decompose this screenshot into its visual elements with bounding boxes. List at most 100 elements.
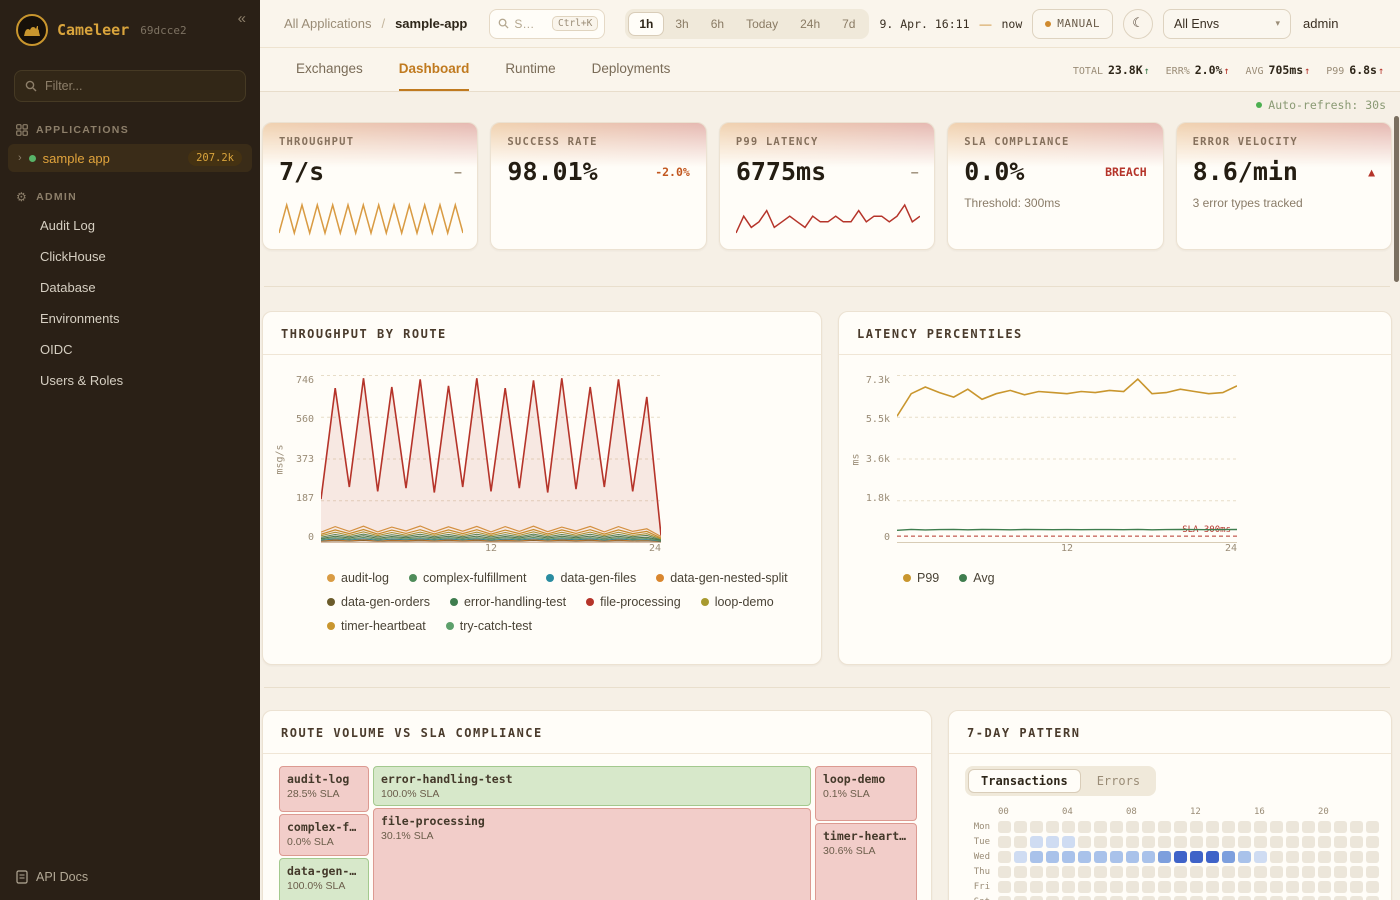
heatmap-cell[interactable]	[1014, 836, 1027, 848]
heatmap-cell[interactable]	[1158, 866, 1171, 878]
date-to-button[interactable]: now	[1001, 16, 1023, 31]
heatmap-cell[interactable]	[1254, 836, 1267, 848]
heatmap-cell[interactable]	[1078, 851, 1091, 863]
heatmap-cell[interactable]	[1270, 821, 1283, 833]
heatmap-cell[interactable]	[1286, 821, 1299, 833]
treemap-cell-error-handling-test[interactable]: error-handling-test 100.0% SLA	[373, 766, 811, 806]
heatmap-cell[interactable]	[1286, 851, 1299, 863]
heatmap-cell[interactable]	[1014, 881, 1027, 893]
heatmap-cell[interactable]	[1270, 866, 1283, 878]
throughput-chart[interactable]	[320, 375, 662, 543]
heatmap-cell[interactable]	[998, 896, 1011, 900]
treemap-cell-loop-demo[interactable]: loop-demo 0.1% SLA	[815, 766, 917, 821]
heatmap-cell[interactable]	[1254, 821, 1267, 833]
heatmap-cell[interactable]	[1094, 881, 1107, 893]
heatmap-cell[interactable]	[1238, 866, 1251, 878]
heatmap-cell[interactable]	[998, 866, 1011, 878]
heatmap-cell[interactable]	[1318, 866, 1331, 878]
heatmap-cell[interactable]	[1286, 836, 1299, 848]
heatmap-cell[interactable]	[1318, 836, 1331, 848]
heatmap-cell[interactable]	[998, 851, 1011, 863]
legend-item-audit-log[interactable]: audit-log	[327, 571, 389, 585]
heatmap-cell[interactable]	[1126, 851, 1139, 863]
heatmap-cell[interactable]	[1030, 866, 1043, 878]
heatmap-cell[interactable]	[1158, 896, 1171, 900]
legend-item-avg[interactable]: Avg	[959, 571, 995, 585]
user-menu[interactable]: admin	[1303, 16, 1339, 31]
heatmap-cell[interactable]	[998, 881, 1011, 893]
heatmap-cell[interactable]	[1366, 821, 1379, 833]
heatmap-cell[interactable]	[1350, 866, 1363, 878]
heatmap-cell[interactable]	[1206, 851, 1219, 863]
heatmap-cell[interactable]	[1366, 866, 1379, 878]
heatmap-cell[interactable]	[1366, 836, 1379, 848]
sidebar-item-environments[interactable]: Environments	[40, 311, 120, 326]
heatmap-cell[interactable]	[1206, 896, 1219, 900]
heatmap-cell[interactable]	[1222, 881, 1235, 893]
heatmap-cell[interactable]	[1046, 851, 1059, 863]
heatmap-cell[interactable]	[1366, 896, 1379, 900]
heatmap-cell[interactable]	[1334, 896, 1347, 900]
heatmap-cell[interactable]	[1062, 896, 1075, 900]
sidebar-item-audit-log[interactable]: Audit Log	[40, 218, 95, 233]
scrollbar-thumb[interactable]	[1394, 116, 1399, 282]
heatmap-cell[interactable]	[1126, 821, 1139, 833]
heatmap-cell[interactable]	[1110, 866, 1123, 878]
heatmap-cell[interactable]	[1190, 851, 1203, 863]
heatmap-cell[interactable]	[1094, 896, 1107, 900]
heatmap-cell[interactable]	[1110, 836, 1123, 848]
heatmap-cell[interactable]	[1206, 821, 1219, 833]
heatmap-cell[interactable]	[1030, 881, 1043, 893]
sidebar-filter[interactable]	[14, 70, 246, 102]
heatmap-cell[interactable]	[1302, 881, 1315, 893]
heatmap-cell[interactable]	[1350, 881, 1363, 893]
heatmap-cell[interactable]	[1270, 881, 1283, 893]
heatmap-cell[interactable]	[1238, 851, 1251, 863]
heatmap-cell[interactable]	[1190, 821, 1203, 833]
heatmap-cell[interactable]	[1334, 836, 1347, 848]
heatmap-cell[interactable]	[1046, 896, 1059, 900]
heatmap-cell[interactable]	[1078, 836, 1091, 848]
heatmap-cell[interactable]	[1174, 866, 1187, 878]
legend-item-try-catch-test[interactable]: try-catch-test	[445, 619, 532, 633]
heatmap-cell[interactable]	[1238, 821, 1251, 833]
heatmap-cell[interactable]	[1046, 836, 1059, 848]
heatmap-cell[interactable]	[1078, 821, 1091, 833]
sidebar-item-database[interactable]: Database	[40, 280, 96, 295]
heatmap-cell[interactable]	[1142, 881, 1155, 893]
heatmap-cell[interactable]	[1094, 866, 1107, 878]
heatmap-cell[interactable]	[1062, 851, 1075, 863]
manual-refresh-button[interactable]: MANUAL	[1032, 8, 1114, 39]
heatmap-cell[interactable]	[1222, 836, 1235, 848]
heatmap-cell[interactable]	[1350, 896, 1363, 900]
time-range-1h[interactable]: 1h	[628, 11, 665, 36]
heatmap-cell[interactable]	[1110, 821, 1123, 833]
time-range-3h[interactable]: 3h	[664, 12, 699, 36]
heatmap-cell[interactable]	[1078, 896, 1091, 900]
heatmap-cell[interactable]	[1302, 821, 1315, 833]
heatmap-cell[interactable]	[1190, 836, 1203, 848]
heatmap-cell[interactable]	[1318, 821, 1331, 833]
heatmap-cell[interactable]	[1062, 866, 1075, 878]
filter-input[interactable]	[45, 79, 235, 93]
heatmap-cell[interactable]	[1222, 821, 1235, 833]
heatmap-cell[interactable]	[1206, 836, 1219, 848]
heatmap-cell[interactable]	[1158, 881, 1171, 893]
heatmap-cell[interactable]	[1206, 866, 1219, 878]
sidebar-item-api-docs[interactable]: API Docs	[0, 854, 260, 900]
heatmap-cell[interactable]	[1254, 866, 1267, 878]
heatmap-cell[interactable]	[1030, 896, 1043, 900]
tab-deployments[interactable]: Deployments	[591, 61, 671, 76]
heatmap-cell[interactable]	[1174, 881, 1187, 893]
legend-item-complex-fulfillment[interactable]: complex-fulfillment	[408, 571, 526, 585]
latency-chart[interactable]: SLA 300ms	[896, 375, 1238, 543]
legend-item-p99[interactable]: P99	[903, 571, 939, 585]
heatmap-cell[interactable]	[1142, 896, 1155, 900]
heatmap-cell[interactable]	[1030, 851, 1043, 863]
sidebar-item-oidc[interactable]: OIDC	[40, 342, 73, 357]
heatmap-cell[interactable]	[1158, 851, 1171, 863]
heatmap-cell[interactable]	[1238, 836, 1251, 848]
heatmap-cell[interactable]	[1174, 836, 1187, 848]
env-select[interactable]: All Envs ▾	[1163, 8, 1292, 39]
tab-runtime[interactable]: Runtime	[505, 61, 556, 76]
